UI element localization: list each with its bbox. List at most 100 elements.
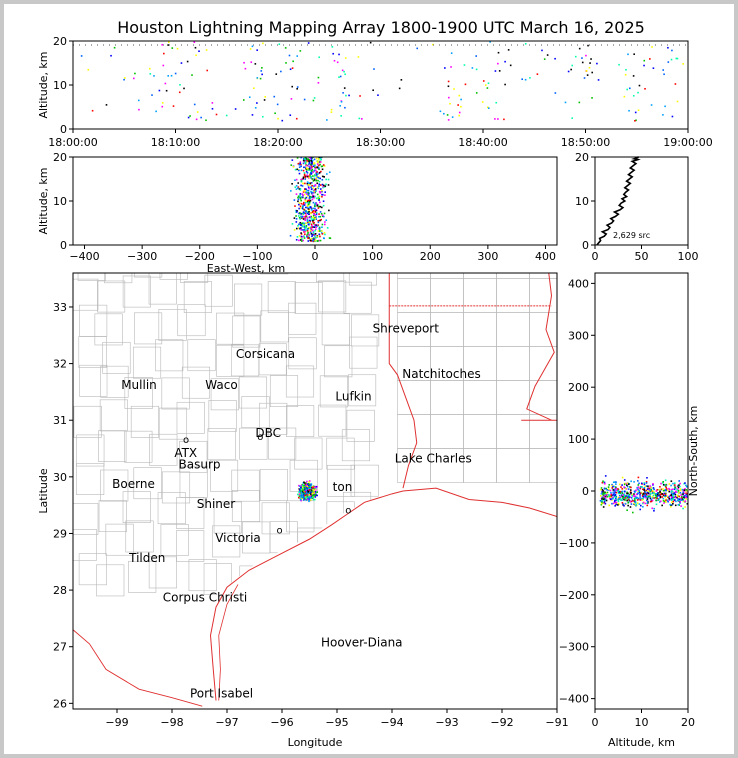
source-point	[672, 502, 674, 505]
source-point	[639, 496, 641, 498]
source-point	[300, 487, 302, 489]
source-point	[293, 229, 296, 231]
source-point	[671, 504, 673, 506]
source-point	[627, 504, 629, 507]
source-point	[309, 493, 312, 496]
source-point	[660, 492, 663, 494]
source-point	[619, 490, 622, 493]
source-point	[638, 503, 641, 505]
source-point	[609, 489, 612, 492]
source-point	[295, 209, 297, 212]
source-point	[677, 498, 679, 500]
source-point	[307, 483, 309, 485]
source-point	[328, 209, 330, 212]
source-point	[615, 496, 617, 499]
source-point	[312, 494, 314, 497]
source-point	[275, 73, 278, 75]
source-point	[625, 495, 627, 497]
county-outline	[231, 490, 261, 522]
source-point	[624, 73, 627, 76]
source-point	[679, 502, 681, 504]
y-tick-label: 29	[53, 527, 67, 540]
source-point	[321, 233, 324, 235]
source-point	[306, 174, 309, 177]
source-point	[307, 207, 310, 210]
source-point	[179, 84, 181, 86]
y-tick-label: 10	[53, 79, 67, 92]
source-point	[310, 172, 313, 175]
source-point	[610, 493, 613, 495]
source-point	[300, 484, 303, 487]
source-point	[294, 205, 296, 207]
source-point	[649, 489, 652, 492]
source-point	[322, 185, 325, 188]
source-point	[302, 201, 305, 204]
source-point	[630, 491, 632, 494]
x-axis-label: Longitude	[288, 736, 343, 749]
source-point	[651, 489, 654, 492]
source-point	[610, 495, 613, 498]
source-point	[599, 495, 602, 497]
source-point	[658, 494, 660, 497]
source-point	[315, 157, 318, 160]
map-label: Lufkin	[335, 389, 371, 403]
source-point	[312, 165, 315, 168]
source-point	[617, 496, 620, 499]
source-point	[630, 480, 632, 483]
source-point	[302, 176, 305, 179]
source-point	[134, 72, 136, 75]
source-point	[303, 166, 305, 169]
county-outline	[216, 344, 245, 377]
source-point	[309, 496, 312, 499]
source-point	[670, 492, 673, 494]
x-tick-label: 10	[635, 716, 649, 729]
source-point	[297, 200, 299, 203]
source-point	[615, 499, 617, 501]
source-point	[306, 491, 308, 494]
source-point	[309, 216, 311, 218]
source-point	[373, 68, 375, 70]
source-point	[621, 487, 624, 490]
source-point	[309, 206, 312, 209]
map-label: ton	[333, 480, 353, 494]
source-point	[630, 503, 633, 505]
source-point	[603, 498, 605, 501]
source-point	[195, 54, 197, 57]
source-point	[601, 498, 603, 500]
source-point	[307, 231, 309, 234]
source-point	[646, 495, 649, 498]
source-point	[310, 217, 313, 219]
source-point	[300, 157, 302, 159]
parish-outline	[496, 312, 530, 347]
source-point	[317, 160, 319, 163]
source-point	[307, 233, 309, 235]
source-point	[299, 221, 302, 224]
source-point	[690, 499, 692, 501]
source-point	[503, 118, 505, 121]
source-point	[679, 485, 681, 488]
source-point	[307, 186, 310, 189]
source-point	[311, 218, 314, 221]
source-point	[635, 503, 638, 506]
y-tick-label: 32	[53, 358, 67, 371]
source-point	[605, 494, 607, 497]
source-point	[661, 504, 663, 507]
source-point	[316, 485, 318, 488]
source-point	[673, 488, 676, 490]
source-point	[639, 498, 642, 501]
source-point	[298, 484, 300, 487]
source-point	[315, 226, 318, 229]
source-point	[675, 491, 678, 493]
source-point	[306, 219, 309, 221]
source-point	[317, 224, 319, 226]
source-point	[302, 218, 305, 220]
source-point	[647, 492, 650, 494]
source-point	[316, 186, 319, 188]
source-point	[304, 197, 307, 200]
county-outline	[104, 273, 133, 284]
source-point	[80, 55, 83, 57]
source-point	[623, 495, 626, 498]
source-point	[604, 499, 607, 501]
